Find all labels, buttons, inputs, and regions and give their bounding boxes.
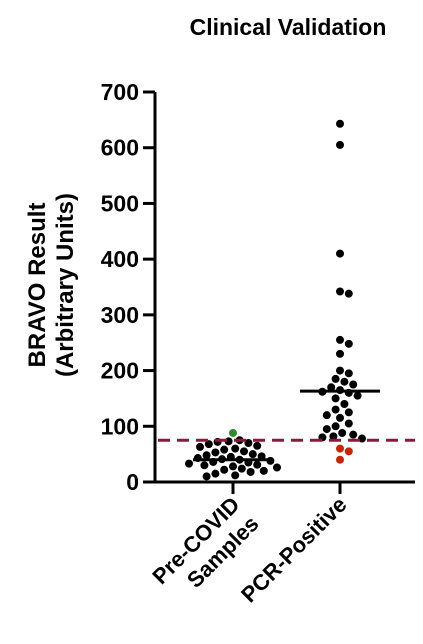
data-point xyxy=(229,462,237,471)
y-tick-label: 700 xyxy=(101,79,139,105)
data-points xyxy=(185,119,366,481)
data-point xyxy=(349,380,358,389)
y-tick-label: 100 xyxy=(101,413,139,439)
data-point xyxy=(331,405,340,414)
y-tick-label: 200 xyxy=(101,358,139,384)
data-point xyxy=(327,383,336,392)
data-point xyxy=(248,450,257,459)
data-point xyxy=(246,467,255,476)
y-tick-label: 600 xyxy=(101,135,139,161)
data-point xyxy=(336,249,344,258)
data-point xyxy=(336,119,344,128)
y-axis-label-line-1: BRAVO Result xyxy=(24,203,51,368)
data-point xyxy=(204,440,213,449)
data-point xyxy=(336,335,344,344)
data-point xyxy=(340,377,349,386)
data-point xyxy=(200,461,209,470)
data-point xyxy=(344,369,353,378)
y-tick-label: 400 xyxy=(101,246,139,272)
data-point xyxy=(336,455,344,464)
data-point xyxy=(331,422,340,431)
data-point xyxy=(220,445,229,454)
data-point xyxy=(231,471,240,480)
data-point xyxy=(273,463,281,472)
y-axis-label: BRAVO Result (Arbitrary Units) xyxy=(24,193,79,377)
category-label: PCR-Positive xyxy=(236,492,351,607)
data-point xyxy=(231,444,240,453)
chart-title: Clinical Validation xyxy=(190,14,387,40)
data-point xyxy=(353,391,362,400)
data-point xyxy=(185,459,193,468)
data-point xyxy=(336,413,344,422)
y-tick-label: 500 xyxy=(101,190,139,216)
data-point xyxy=(336,349,344,358)
data-point xyxy=(211,448,220,457)
data-point xyxy=(336,444,344,453)
data-point xyxy=(202,472,211,481)
category-label-line: PCR-Positive xyxy=(236,492,351,607)
data-point xyxy=(336,366,344,375)
data-point xyxy=(338,428,347,437)
data-point xyxy=(244,439,253,447)
data-point xyxy=(336,140,344,149)
y-axis-label-line-2: (Arbitrary Units) xyxy=(52,193,79,377)
data-point xyxy=(331,374,340,383)
data-point xyxy=(322,425,331,434)
data-point xyxy=(253,441,262,450)
data-point xyxy=(331,394,340,403)
data-point xyxy=(344,289,353,298)
data-point xyxy=(202,451,211,460)
data-point xyxy=(196,442,204,451)
y-tick-label: 300 xyxy=(101,302,139,328)
data-point xyxy=(253,460,262,469)
data-point xyxy=(229,428,237,437)
y-tick-label: 0 xyxy=(126,469,139,495)
data-point xyxy=(344,339,353,348)
y-ticks: 0 100 200 300 400 500 600 700 xyxy=(101,79,155,495)
data-point xyxy=(329,432,338,441)
data-point xyxy=(211,469,220,478)
data-point xyxy=(322,411,331,420)
data-point xyxy=(340,400,349,408)
data-point xyxy=(336,287,344,296)
data-point xyxy=(259,466,268,475)
data-point xyxy=(237,464,246,473)
data-point xyxy=(344,419,353,428)
data-point xyxy=(344,408,353,417)
data-point xyxy=(240,447,248,456)
data-point xyxy=(344,447,353,456)
median-lines xyxy=(193,389,380,462)
x-ticks xyxy=(231,482,342,494)
data-point xyxy=(349,430,358,439)
data-point xyxy=(220,465,229,474)
